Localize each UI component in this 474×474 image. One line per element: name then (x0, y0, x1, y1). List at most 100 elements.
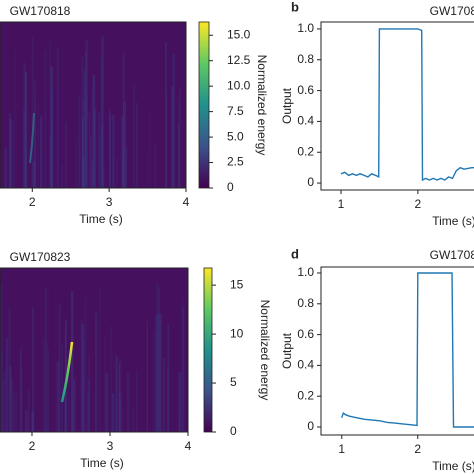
spectrogram-texture (123, 101, 126, 188)
spectrogram-texture (112, 114, 115, 188)
spectrogram-texture (83, 69, 86, 188)
spectrogram-texture (121, 116, 124, 188)
x-tick-label: 4 (185, 439, 192, 453)
spectrogram-texture (84, 94, 88, 188)
y-tick-label: 1.0 (297, 21, 314, 35)
spectrogram-texture (93, 109, 97, 188)
spectrogram-texture (81, 324, 85, 432)
spectrogram-texture (2, 379, 4, 432)
spectrogram-texture (81, 117, 84, 188)
x-tick-label: 2 (29, 195, 36, 209)
y-tick-label: 0.4 (297, 114, 314, 128)
spectrogram-texture (91, 161, 94, 188)
spectrogram-texture (178, 87, 181, 188)
spectrogram-texture (182, 294, 184, 432)
spectrogram-texture (51, 121, 53, 188)
spectrogram-texture (8, 113, 12, 188)
spectrogram-texture (40, 115, 43, 188)
x-axis-label: Time (s) (432, 214, 474, 228)
spectrogram-texture (133, 83, 135, 188)
x-tick-label: 2 (414, 442, 421, 456)
x-tick-label: 3 (107, 439, 114, 453)
spectrogram-texture (178, 411, 181, 432)
spectrogram-texture (50, 66, 54, 188)
spectrogram-texture (123, 410, 125, 432)
x-axis-label: Time (s) (80, 456, 124, 470)
spectrogram-texture (116, 156, 118, 188)
spectrogram-texture (5, 338, 8, 432)
spectrogram-texture (99, 57, 103, 189)
spectrogram-texture (9, 118, 12, 188)
colorbar-tick-label: 0 (227, 180, 234, 194)
colorbar-tick-label: 10.0 (227, 78, 251, 92)
x-tick-label: 3 (106, 195, 113, 209)
spectrogram-texture (101, 124, 104, 188)
spectrogram-texture (71, 290, 74, 432)
spectrogram-texture (49, 136, 52, 188)
spectrogram-texture (87, 379, 90, 432)
spectrogram-texture (119, 359, 122, 432)
spectrogram-texture (45, 343, 48, 432)
spectrogram-texture (22, 109, 26, 188)
colorbar-tick-label: 15.0 (227, 27, 251, 41)
spectrogram-texture (9, 365, 12, 432)
panel-title: GW170818 (430, 4, 474, 18)
spectrogram-texture (136, 102, 138, 188)
spectrogram-texture (80, 320, 84, 432)
spectrogram-texture (111, 393, 115, 432)
spectrogram-texture (31, 163, 33, 188)
spectrogram-texture (101, 36, 104, 188)
spectrogram-panel: GW170823 2 3 4 Time (s) 0 5 10 15 Normalized ener… (0, 250, 272, 470)
chirp-trace (29, 112, 35, 164)
spectrogram-texture (11, 120, 14, 188)
spectrogram-texture (34, 80, 36, 188)
spectrogram-texture (126, 373, 130, 432)
y-tick-label: 0.6 (297, 327, 314, 341)
spectrogram-texture (159, 313, 162, 432)
spectrogram-texture (13, 390, 15, 432)
panel-title: GW170823 (10, 250, 71, 264)
spectrogram-texture (122, 52, 125, 188)
spectrogram-texture (25, 138, 28, 188)
spectrogram-texture (77, 94, 81, 188)
y-tick-label: 0 (307, 175, 314, 189)
output-panel: b GW170818 0 0.2 0.4 0.6 0.8 1.0 1 2 Time (s) Outpu… (280, 0, 474, 228)
colorbar-tick-label: 12.5 (227, 53, 251, 67)
spectrogram-texture (110, 325, 113, 432)
spectrogram-texture (21, 368, 23, 432)
spectrogram-texture (178, 99, 180, 188)
spectrogram-texture (65, 121, 67, 188)
spectrogram-texture (181, 307, 185, 432)
y-tick-label: 0.4 (297, 358, 314, 372)
spectrogram-texture (27, 390, 30, 432)
spectrogram-texture (90, 134, 92, 188)
spectrogram-texture (61, 164, 63, 188)
spectrogram-texture (31, 307, 35, 432)
spectrogram-texture (115, 355, 118, 432)
plot-frame (320, 266, 474, 436)
output-line (340, 28, 474, 182)
x-tick-label: 2 (415, 197, 422, 211)
spectrogram-texture (56, 361, 60, 432)
panel-title: GW170818 (10, 4, 71, 18)
colorbar-tick-label: 2.5 (227, 155, 244, 169)
spectrogram-texture (32, 161, 36, 188)
spectrogram-texture (23, 71, 27, 188)
chirp-trace (60, 341, 74, 403)
spectrogram-texture (105, 373, 109, 432)
spectrogram-texture (81, 56, 84, 189)
spectrogram-texture (71, 400, 74, 432)
spectrogram-texture (61, 345, 63, 432)
spectrogram-texture (178, 372, 182, 432)
x-tick-label: 2 (29, 439, 36, 453)
spectrogram-texture (108, 109, 111, 188)
spectrogram-texture (83, 339, 85, 432)
spectrogram-texture (99, 130, 102, 188)
spectrogram-texture (34, 127, 36, 188)
spectrogram-texture (157, 286, 160, 432)
spectrogram-texture (164, 42, 167, 189)
spectrogram-texture (24, 71, 28, 188)
spectrogram-texture (63, 398, 67, 432)
x-tick-label: 4 (183, 195, 190, 209)
